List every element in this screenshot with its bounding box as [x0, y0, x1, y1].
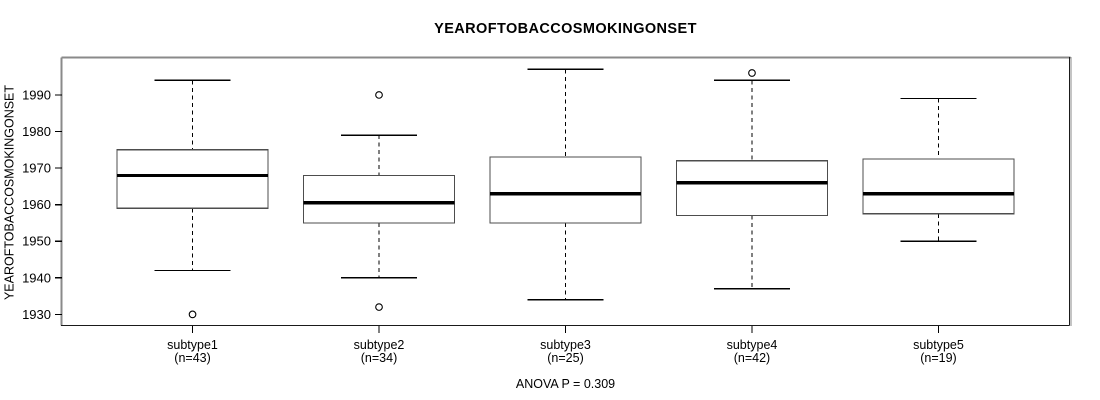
outlier-point [375, 303, 383, 311]
y-tick-label: 1950 [22, 234, 51, 249]
box-subtype1 [116, 149, 269, 209]
y-tick-label: 1930 [22, 307, 51, 322]
box-subtype5 [862, 158, 1015, 215]
x-group-n-label: (n=42) [734, 351, 770, 365]
x-group-label: subtype3 [540, 338, 591, 352]
box-subtype4 [675, 160, 829, 217]
x-group-label: subtype5 [913, 338, 964, 352]
x-group-n-label: (n=34) [361, 351, 397, 365]
y-tick-label: 1970 [22, 161, 51, 176]
outlier-point [748, 69, 756, 77]
x-group-n-label: (n=25) [547, 351, 583, 365]
box-subtype2 [302, 174, 456, 224]
x-group-n-label: (n=43) [174, 351, 210, 365]
y-tick-label: 1960 [22, 197, 51, 212]
outlier-point [188, 310, 197, 319]
box-subtype3 [489, 156, 642, 224]
outlier-point [375, 91, 383, 99]
y-tick-label: 1990 [22, 87, 51, 102]
anova-note: ANOVA P = 0.309 [515, 377, 616, 391]
x-group-label: subtype2 [354, 338, 405, 352]
y-tick-label: 1980 [22, 124, 51, 139]
x-group-n-label: (n=19) [920, 351, 956, 365]
x-group-label: subtype4 [727, 338, 778, 352]
chart-title: YEAROFTOBACCOSMOKINGONSET [434, 21, 697, 37]
x-group-label: subtype1 [167, 338, 218, 352]
y-tick-label: 1940 [22, 270, 51, 285]
